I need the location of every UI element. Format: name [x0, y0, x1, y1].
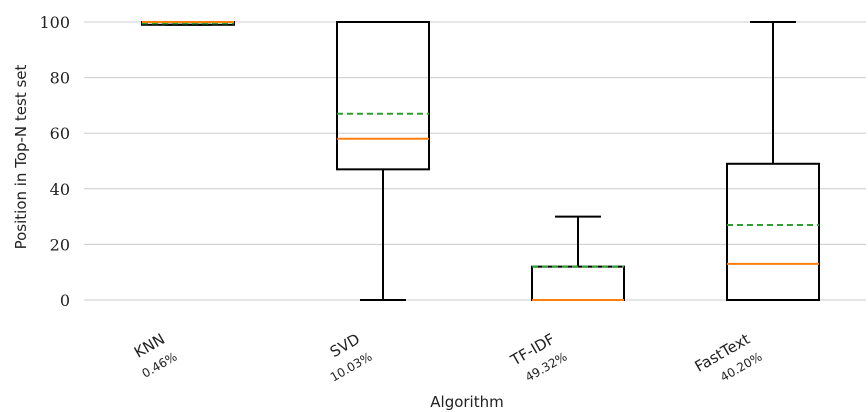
box-svd — [336, 21, 430, 301]
y-axis-ticks: 0 20 40 60 80 100 — [39, 13, 70, 310]
y-tick-label-60: 60 — [50, 124, 70, 143]
box-knn — [141, 21, 235, 26]
y-tick-label-80: 80 — [50, 69, 70, 88]
box-fasttext — [726, 21, 820, 301]
y-tick-label-20: 20 — [50, 235, 70, 254]
y-tick-label-40: 40 — [50, 180, 70, 199]
box-tf-idf — [531, 215, 625, 302]
y-axis-label: Position in Top-N test set — [12, 64, 30, 249]
gridlines — [84, 21, 866, 301]
boxes — [141, 21, 820, 302]
box-iqr — [531, 265, 625, 302]
box-iqr — [726, 162, 820, 301]
y-tick-label-0: 0 — [60, 291, 70, 310]
box-iqr — [336, 21, 430, 171]
y-tick-label-100: 100 — [39, 13, 70, 32]
x-axis-label: Algorithm — [430, 393, 503, 411]
